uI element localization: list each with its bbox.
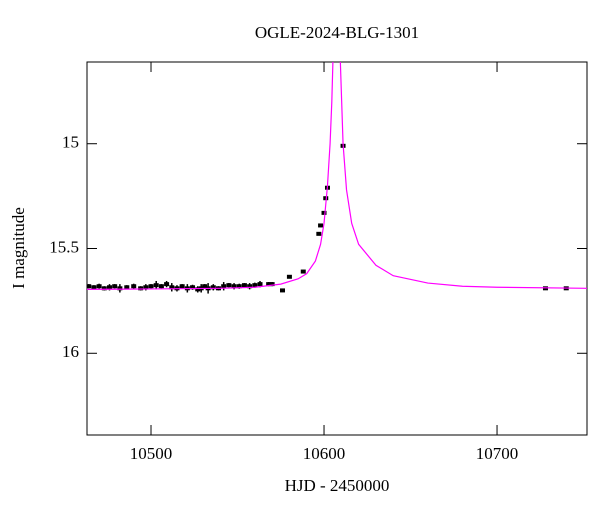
data-point [252,283,258,288]
data-point [148,284,154,289]
x-tick-label: 10700 [476,444,519,463]
data-point [318,223,324,228]
data-point [221,284,227,289]
data-point [153,283,159,288]
data-point [164,282,170,287]
data-point [236,284,242,289]
data-point [266,282,272,287]
data-point [179,284,185,289]
y-axis-label: I magnitude [9,207,28,289]
data-point [143,285,149,290]
data-point [226,283,232,288]
data-point [241,283,247,288]
data-point [286,274,292,279]
chart-title: OGLE-2024-BLG-1301 [255,23,419,42]
data-point [210,285,216,290]
x-tick-label: 10500 [130,444,173,463]
y-tick-label: 15.5 [49,237,79,256]
data-point [257,282,263,287]
data-point [195,287,201,292]
data-point [169,285,175,290]
data-point [96,284,102,289]
plot-area [87,62,587,294]
y-tick-label: 16 [62,342,79,361]
data-point [202,284,208,289]
data-point [138,286,144,291]
y-tick-label: 15 [62,133,79,152]
data-point [131,284,137,289]
data-point [91,285,97,290]
data-point [316,231,322,236]
plot-frame [86,61,588,436]
data-point [117,286,123,291]
x-axis-label: HJD - 2450000 [285,476,390,495]
data-point [247,284,253,289]
data-point [112,284,118,289]
x-tick-label: 10600 [303,444,346,463]
data-point [321,210,327,215]
data-point [280,288,286,293]
data-point [231,284,237,289]
data-point [269,282,275,287]
data-point [87,284,92,289]
data-point [158,284,164,289]
model-curve [87,62,587,290]
data-point [124,285,130,290]
data-point [300,269,306,274]
data-point [190,285,196,290]
data-point [106,285,112,290]
data-point [101,286,107,291]
